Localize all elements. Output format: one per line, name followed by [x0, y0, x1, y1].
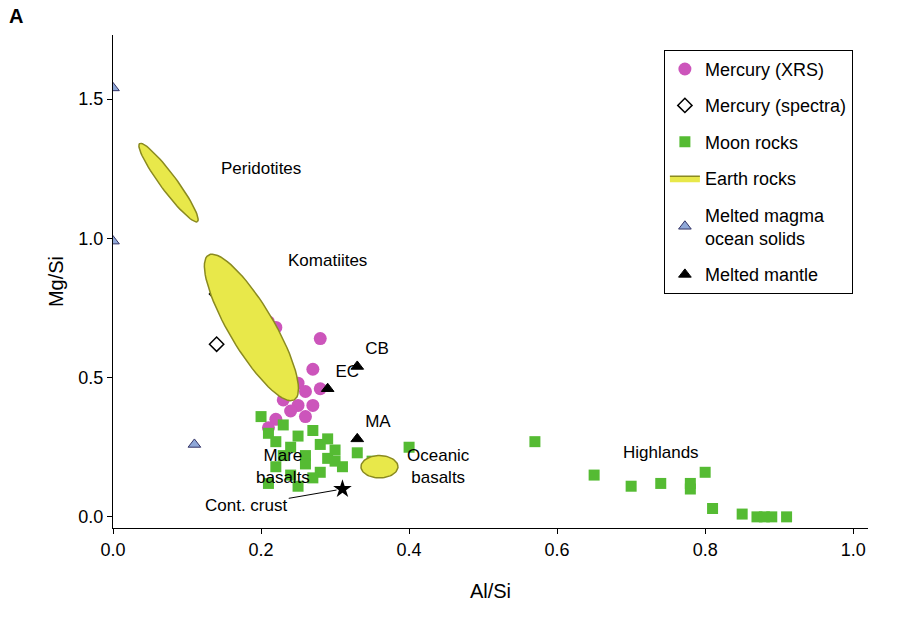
svg-text:Peridotites: Peridotites: [221, 159, 301, 178]
svg-text:0.5: 0.5: [78, 368, 103, 388]
svg-text:EC: EC: [336, 362, 360, 381]
svg-text:0.4: 0.4: [397, 540, 422, 560]
svg-text:Komatiites: Komatiites: [288, 251, 367, 270]
svg-text:Earth rocks: Earth rocks: [705, 169, 796, 189]
svg-text:0.0: 0.0: [78, 507, 103, 527]
svg-text:Mercury (spectra): Mercury (spectra): [705, 96, 846, 116]
svg-text:A: A: [9, 5, 23, 27]
svg-text:Melted mantle: Melted mantle: [705, 265, 818, 285]
svg-text:Moon rocks: Moon rocks: [705, 133, 798, 153]
svg-text:Oceanicbasalts: Oceanicbasalts: [407, 446, 470, 487]
svg-text:1.0: 1.0: [841, 540, 866, 560]
svg-text:Cont. crust: Cont. crust: [205, 496, 287, 515]
svg-text:Marebasalts: Marebasalts: [256, 446, 310, 487]
svg-text:Mercury (XRS): Mercury (XRS): [705, 60, 824, 80]
svg-text:1.0: 1.0: [78, 229, 103, 249]
svg-text:Melted magmaocean solids: Melted magmaocean solids: [705, 206, 825, 249]
svg-text:Highlands: Highlands: [623, 443, 699, 462]
svg-text:Al/Si: Al/Si: [470, 580, 511, 602]
svg-text:0.0: 0.0: [100, 540, 125, 560]
svg-text:0.8: 0.8: [693, 540, 718, 560]
svg-text:CB: CB: [365, 339, 389, 358]
svg-text:MA: MA: [365, 412, 391, 431]
svg-text:0.2: 0.2: [249, 540, 274, 560]
svg-text:0.6: 0.6: [545, 540, 570, 560]
svg-text:1.5: 1.5: [78, 89, 103, 109]
svg-text:Mg/Si: Mg/Si: [45, 256, 67, 307]
